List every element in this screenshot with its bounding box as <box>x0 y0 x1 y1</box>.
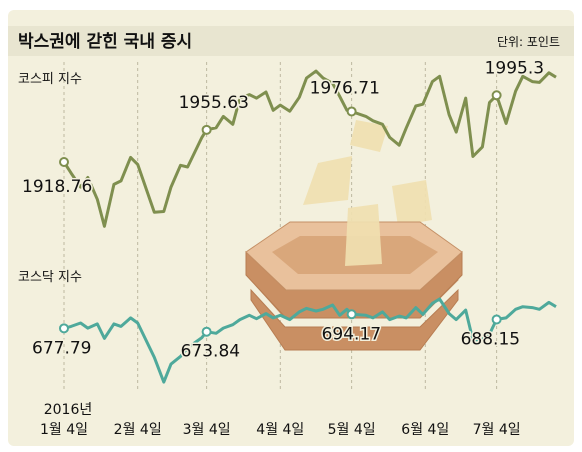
kospi-series-line <box>62 69 557 228</box>
kosdaq-value-label: 673.84 <box>181 342 240 362</box>
x-axis: 2016년 1월 4일 2월 4일 3월 4일 4월 4일 5월 4일 6월 4일 7월 4… <box>40 402 521 438</box>
flying-paper <box>303 156 352 205</box>
title-bar <box>8 26 574 56</box>
kospi-series-label: 코스피 지수 <box>18 72 82 87</box>
value-markers: 1918.76 1955.63 1976.71 1995.3 677.79 673.84 6… <box>21 57 546 363</box>
kosdaq-point-marker <box>201 326 212 337</box>
x-tick-label: 7월 4일 <box>473 422 521 438</box>
kosdaq-series-label: 코스닥 지수 <box>18 270 82 285</box>
kosdaq-point-marker <box>59 323 69 334</box>
kospi-point-marker <box>59 156 69 167</box>
x-tick-label: 6월 4일 <box>401 422 449 438</box>
kosdaq-value-label: 688.15 <box>461 329 520 349</box>
x-tick-label: 4월 4일 <box>256 422 304 438</box>
kosdaq-value-label: 694.17 <box>322 324 381 344</box>
kosdaq-value-label: 677.79 <box>32 338 91 358</box>
x-tick-label: 2월 4일 <box>114 422 162 438</box>
kospi-point-marker <box>491 90 502 101</box>
flying-paper <box>345 204 382 266</box>
x-tick-label: 3월 4일 <box>183 422 231 438</box>
kospi-value-label: 1995.3 <box>485 58 544 78</box>
kospi-point-marker <box>201 124 212 135</box>
x-tick-label: 1월 4일 <box>40 422 88 438</box>
gridlines <box>63 62 498 392</box>
flying-paper <box>350 120 388 152</box>
year-label: 2016년 <box>44 402 93 418</box>
kospi-value-label: 1976.71 <box>310 78 380 98</box>
kospi-value-label: 1955.63 <box>179 93 249 113</box>
kospi-value-label: 1918.76 <box>22 177 92 197</box>
kospi-point-marker <box>346 106 357 117</box>
chart-title: 박스권에 갇힌 국내 증시 <box>18 32 192 52</box>
box-illustration <box>245 120 463 351</box>
unit-label: 단위: 포인트 <box>497 35 560 49</box>
kosdaq-point-marker <box>491 314 502 325</box>
x-tick-label: 5월 4일 <box>328 422 376 438</box>
kosdaq-point-marker <box>346 309 357 320</box>
flying-paper <box>392 180 432 226</box>
kosdaq-series-line <box>63 297 557 384</box>
